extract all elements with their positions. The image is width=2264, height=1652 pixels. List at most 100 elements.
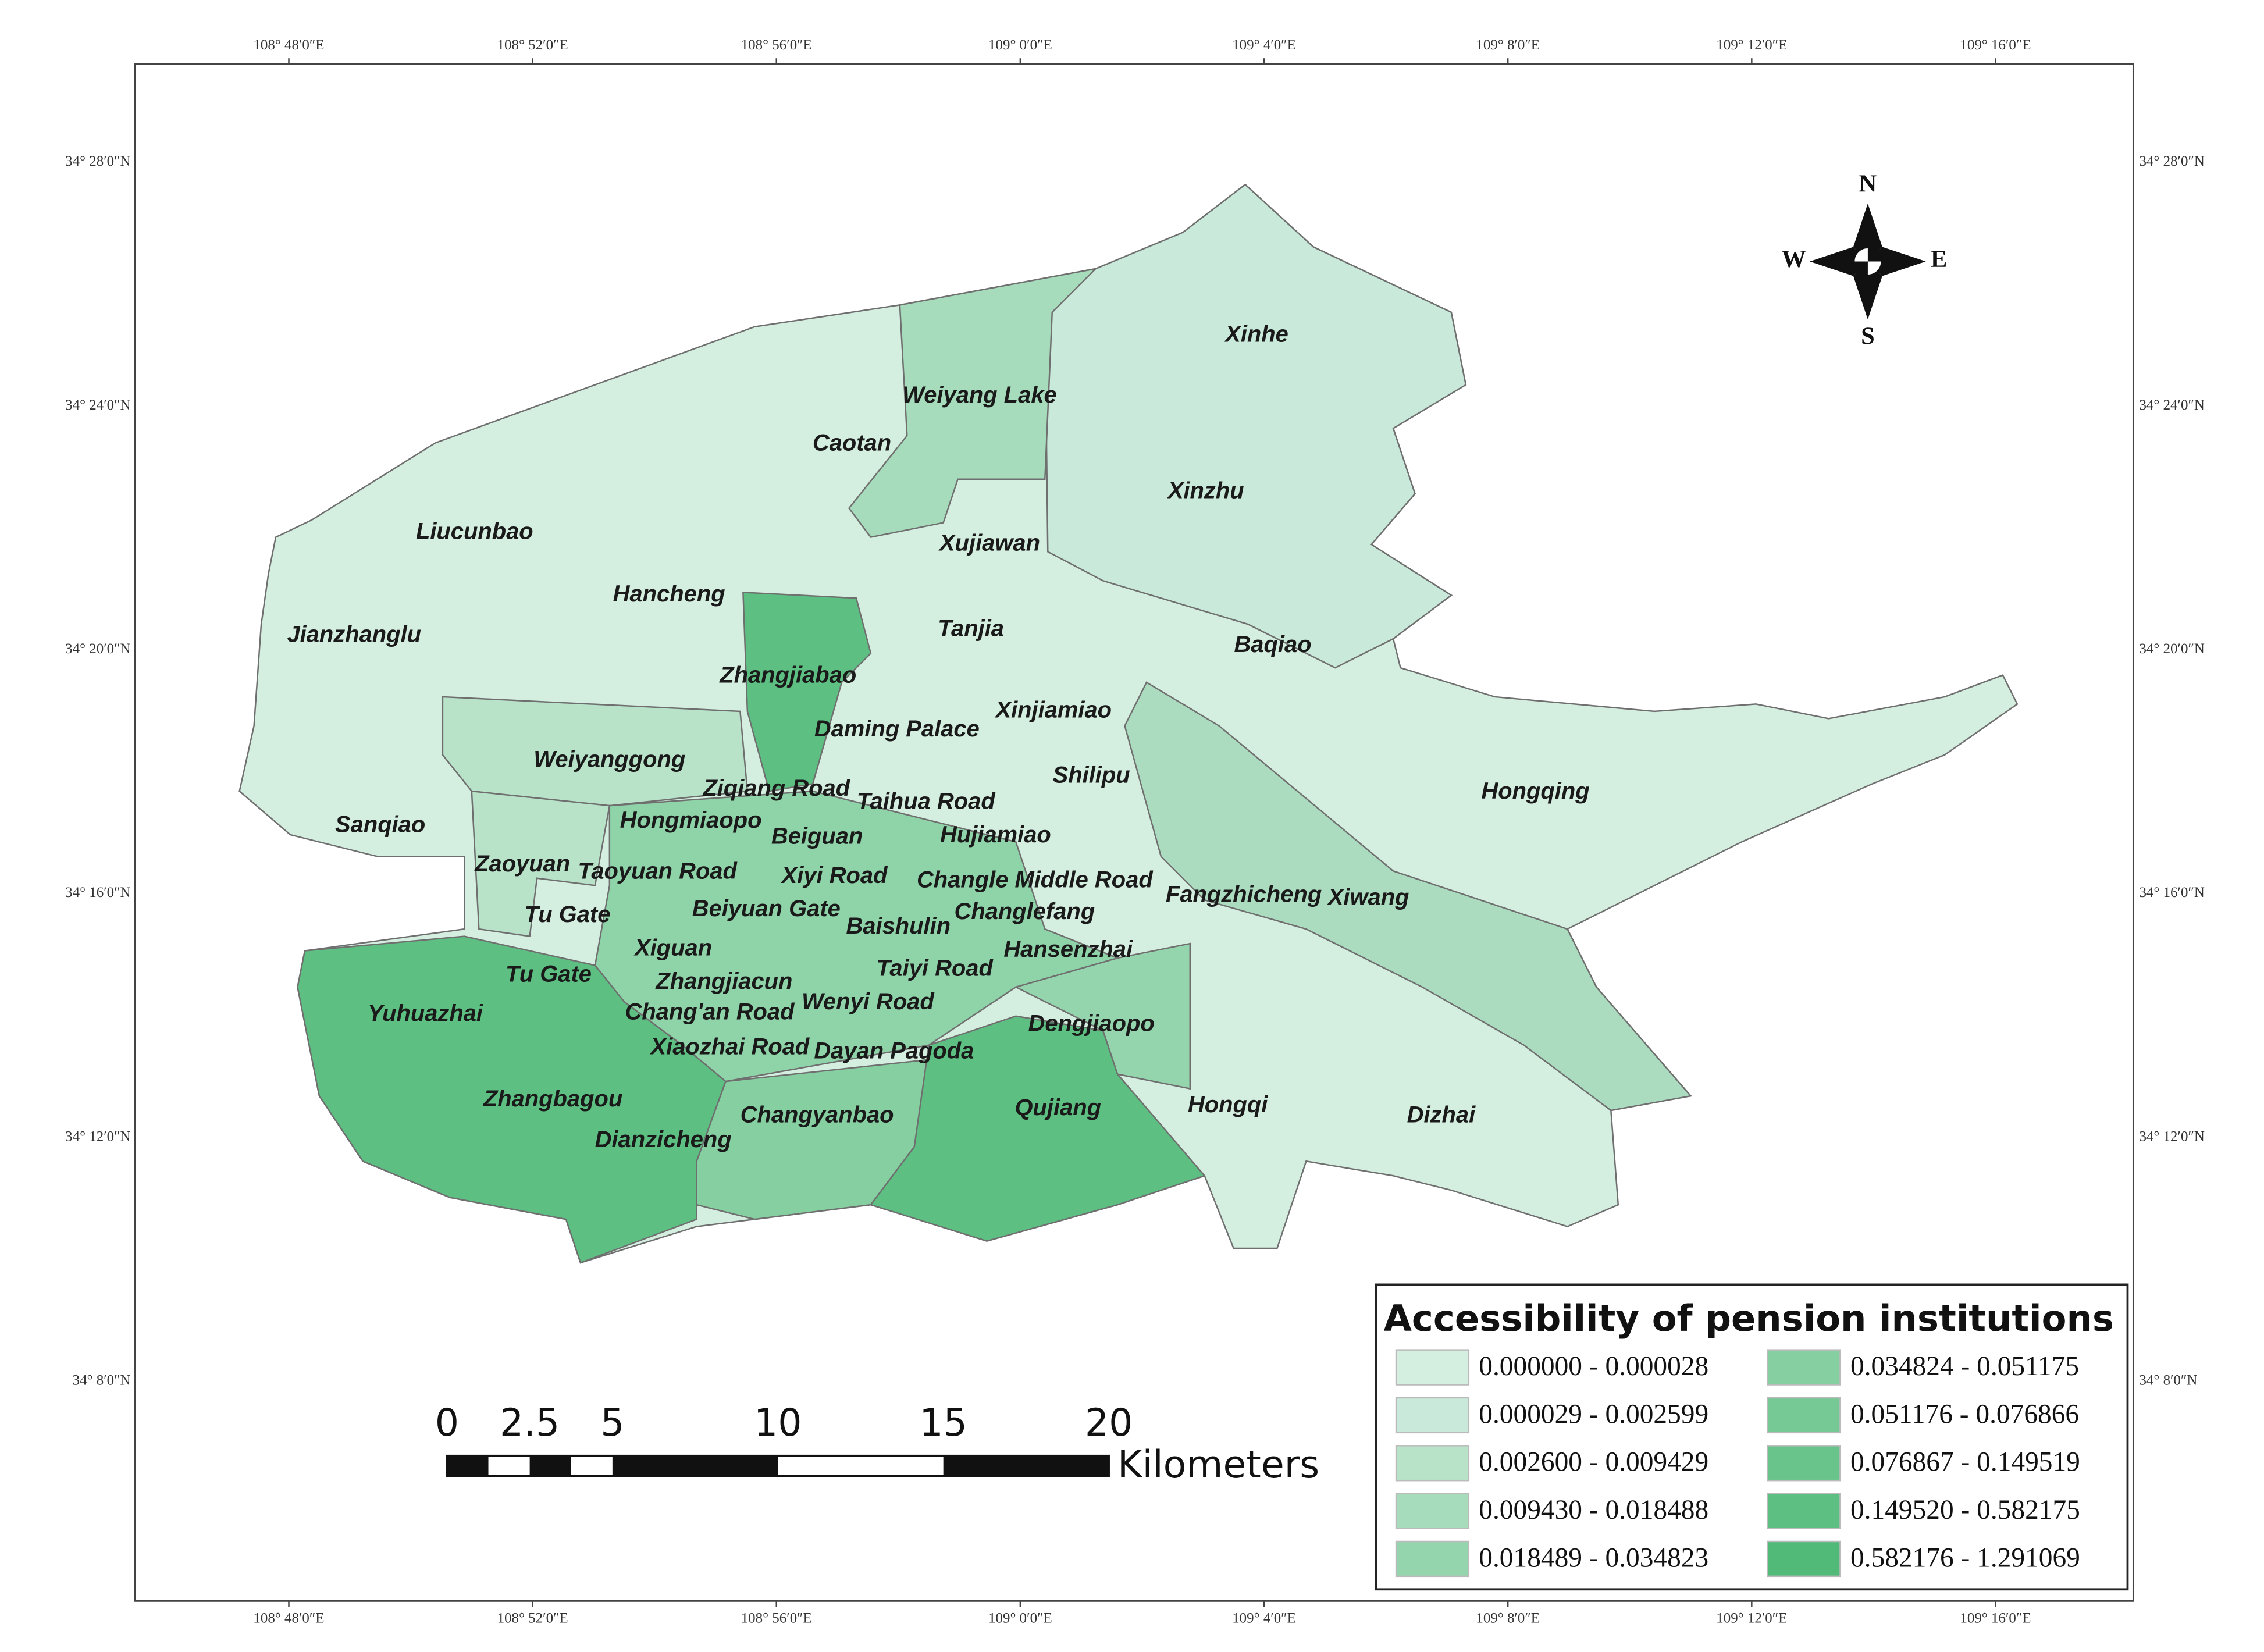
district-label: Hancheng <box>613 581 725 607</box>
scale-label: 15 <box>919 1401 967 1445</box>
district-label: Dayan Pagoda <box>814 1038 974 1064</box>
district-label: Hujiamiao <box>940 822 1051 848</box>
district-label: Qujiang <box>1014 1095 1101 1120</box>
x-coord-label: 108° 48′0″E <box>253 37 324 53</box>
scale-segment <box>447 1455 489 1476</box>
district-label: Baqiao <box>1234 632 1311 657</box>
compass-arrow <box>1867 247 1926 276</box>
district-label: Xinjiamiao <box>994 697 1112 722</box>
district-label: Yuhuazhai <box>368 1001 483 1026</box>
scale-label: 0 <box>435 1401 459 1445</box>
district-label: Dianzicheng <box>595 1127 732 1152</box>
district-label: Zhangjiacun <box>655 969 792 994</box>
x-coord-label: 109° 0′0″E <box>988 37 1052 53</box>
legend-swatch <box>1767 1540 1841 1578</box>
legend-swatch <box>1395 1493 1470 1529</box>
y-coord-label: 34° 28′0″N <box>65 154 130 169</box>
y-coord-label: 34° 24′0″N <box>2139 397 2204 413</box>
district-label: Ziqiang Road <box>702 775 850 801</box>
district-label: Beiguan <box>771 824 863 849</box>
legend-label: 0.149520 - 0.582175 <box>1850 1495 2080 1525</box>
legend-swatch <box>1767 1445 1841 1482</box>
district-label: Hongmiaopo <box>620 807 762 833</box>
legend-swatch <box>1395 1540 1470 1578</box>
district-label: Hansenzhai <box>1003 937 1133 962</box>
district-label: Zhangbagou <box>483 1086 622 1112</box>
x-coord-label: 108° 52′0″E <box>497 37 568 53</box>
compass-label: S <box>1861 322 1875 350</box>
y-coord-label: 34° 20′0″N <box>65 641 130 657</box>
district-label: Sanqiao <box>335 812 425 838</box>
district-label: Dengjiaopo <box>1028 1010 1155 1036</box>
legend-box <box>1375 1283 2129 1591</box>
district-label: Tu Gate <box>506 962 592 987</box>
district-label: Fangzhicheng <box>1166 881 1322 907</box>
scale-label: 20 <box>1085 1401 1133 1445</box>
district-label: Xiyi Road <box>781 863 888 888</box>
district-area <box>869 1015 1206 1242</box>
scale-segment <box>943 1455 1109 1476</box>
district-label: Xiwang <box>1327 884 1409 910</box>
scale-unit: Kilometers <box>1117 1443 1319 1487</box>
legend-swatch <box>1395 1397 1470 1434</box>
district-label: Weiyang Lake <box>902 382 1056 408</box>
x-coord-label: 108° 52′0″E <box>497 1611 568 1626</box>
compass-label: E <box>1931 245 1947 273</box>
district-label: Xujiawan <box>938 531 1040 556</box>
legend-label: 0.051176 - 0.076866 <box>1850 1399 2079 1429</box>
district-label: Changyanbao <box>741 1102 894 1128</box>
districts <box>238 183 2019 1264</box>
district-label: Daming Palace <box>814 716 980 742</box>
district-label: Xinzhu <box>1167 478 1244 504</box>
compass: N S W E <box>1781 170 1947 350</box>
x-coord-label: 109° 4′0″E <box>1232 37 1296 53</box>
legend-label: 0.000000 - 0.000028 <box>1479 1351 1708 1382</box>
district-label: Xinhe <box>1224 321 1288 347</box>
district-label: Weiyanggong <box>533 746 685 772</box>
district-label: Taiyi Road <box>877 956 994 981</box>
district-label: Changlefang <box>955 899 1095 924</box>
district-label: Taoyuan Road <box>578 858 738 884</box>
district-label: Tanjia <box>938 616 1004 642</box>
legend-label: 0.018489 - 0.034823 <box>1479 1543 1708 1573</box>
district-area <box>848 268 1098 538</box>
compass-label: W <box>1781 245 1806 273</box>
scale-label: 10 <box>754 1401 802 1445</box>
x-coord-label: 109° 4′0″E <box>1232 1611 1296 1626</box>
x-coord-label: 109° 0′0″E <box>988 1611 1052 1626</box>
legend-swatch <box>1395 1445 1470 1482</box>
legend-label: 0.000029 - 0.002599 <box>1479 1399 1708 1429</box>
compass-label: N <box>1859 170 1877 197</box>
x-coord-label: 108° 48′0″E <box>253 1611 324 1626</box>
district-area <box>1044 183 1467 669</box>
y-coord-label: 34° 12′0″N <box>2139 1128 2204 1144</box>
y-coord-label: 34° 16′0″N <box>2139 885 2204 900</box>
district-label: Wenyi Road <box>802 989 935 1014</box>
x-coord-label: 108° 56′0″E <box>741 1611 812 1626</box>
compass-arrow <box>1810 247 1868 276</box>
compass-center <box>1853 247 1882 276</box>
x-coord-label: 109° 12′0″E <box>1716 1611 1787 1626</box>
y-coord-label: 34° 28′0″N <box>2139 154 2204 169</box>
legend-title: Accessibility of pension institutions <box>1384 1297 2114 1340</box>
legend-label: 0.076867 - 0.149519 <box>1850 1447 2080 1477</box>
compass-arrow <box>1853 203 1882 262</box>
scale-segment <box>529 1455 571 1476</box>
district-area <box>742 592 872 792</box>
district-label: Xiaozhai Road <box>650 1034 810 1059</box>
legend-label: 0.582176 - 1.291069 <box>1850 1543 2080 1573</box>
legend-label: 0.009430 - 0.018488 <box>1479 1495 1708 1525</box>
district-label: Dizhai <box>1407 1102 1476 1128</box>
x-coord-label: 109° 8′0″E <box>1476 37 1540 53</box>
legend-label: 0.002600 - 0.009429 <box>1479 1447 1708 1477</box>
district-label: Beiyuan Gate <box>692 896 841 921</box>
x-coord-label: 109° 16′0″E <box>1960 1611 2031 1626</box>
district-label: Liucunbao <box>416 519 533 544</box>
district-label: Tu Gate <box>525 902 611 927</box>
map-frame <box>134 63 2134 1602</box>
scale-label: 2.5 <box>500 1401 560 1445</box>
legend: Accessibility of pension institutions 0.… <box>1375 1283 2129 1591</box>
district-label: Zhangjiabao <box>719 663 856 688</box>
district-area <box>297 935 727 1264</box>
